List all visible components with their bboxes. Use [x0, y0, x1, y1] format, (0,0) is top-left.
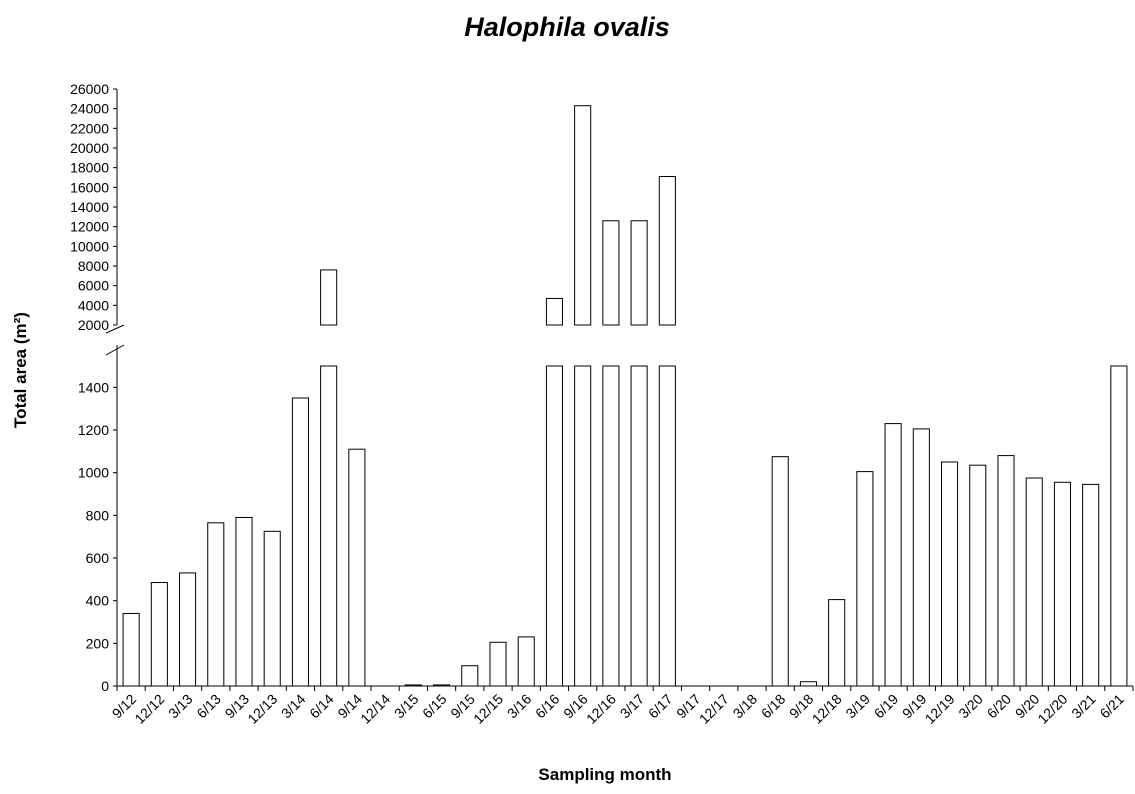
bar	[602, 365, 620, 687]
y-tick-label: 24000	[70, 101, 109, 117]
bar	[517, 636, 535, 687]
bar	[574, 105, 592, 326]
y-tick-label: 1200	[78, 422, 109, 438]
x-tick-label: 3/13	[165, 691, 196, 722]
bar	[997, 455, 1015, 687]
bar	[602, 220, 620, 326]
x-tick-label: 6/17	[645, 691, 676, 722]
y-tick-label: 1000	[78, 465, 109, 481]
y-tick-label: 14000	[70, 199, 109, 215]
bar	[179, 572, 197, 687]
bar	[630, 365, 648, 687]
x-tick-label: 3/19	[842, 691, 873, 722]
y-tick-label: 26000	[70, 81, 109, 97]
bar	[658, 365, 676, 687]
bar	[884, 423, 902, 687]
bar	[828, 599, 846, 687]
x-tick-label: 3/15	[391, 691, 422, 722]
bar	[150, 582, 168, 687]
bar	[630, 220, 648, 326]
y-tick-label: 600	[86, 550, 110, 566]
y-tick-label: 800	[86, 507, 110, 523]
bar	[941, 461, 959, 687]
x-tick-label: 12/17	[696, 691, 732, 727]
y-tick-label: 0	[101, 678, 109, 694]
y-tick-label: 8000	[78, 258, 109, 274]
bar	[856, 471, 874, 687]
y-tick-label: 12000	[70, 219, 109, 235]
y-axis-label: Total area (m²)	[11, 312, 30, 428]
x-tick-label: 6/15	[419, 691, 450, 722]
bar	[235, 516, 253, 687]
x-tick-label: 6/16	[532, 691, 563, 722]
y-tick-label: 20000	[70, 140, 109, 156]
bar	[1053, 481, 1071, 687]
bar	[263, 530, 281, 687]
x-tick-label: 6/13	[193, 691, 224, 722]
y-tick-label: 18000	[70, 160, 109, 176]
bar	[799, 681, 817, 687]
x-tick-label: 6/14	[306, 691, 337, 722]
x-tick-label: 3/17	[617, 691, 648, 722]
x-tick-label: 3/21	[1068, 691, 1099, 722]
chart-title: Halophila ovalis	[464, 12, 670, 42]
axis-break	[105, 344, 125, 356]
bar	[122, 612, 140, 687]
y-tick-label: 2000	[78, 317, 109, 333]
bar	[461, 665, 479, 687]
bar	[433, 684, 451, 687]
bar	[489, 641, 507, 687]
bar	[545, 297, 563, 326]
x-tick-label: 3/20	[955, 691, 986, 722]
y-tick-label: 200	[86, 635, 110, 651]
x-tick-label: 3/18	[730, 691, 761, 722]
y-tick-label: 1400	[78, 379, 109, 395]
y-tick-label: 16000	[70, 179, 109, 195]
bar	[291, 397, 309, 687]
y-tick-label: 6000	[78, 278, 109, 294]
x-tick-label: 12/13	[244, 691, 280, 727]
x-tick-label: 12/20	[1034, 691, 1070, 727]
bar	[545, 365, 563, 687]
x-tick-label: 12/19	[922, 691, 958, 727]
x-tick-label: 12/18	[809, 691, 845, 727]
y-tick-label: 400	[86, 593, 110, 609]
x-tick-label: 6/21	[1096, 691, 1127, 722]
x-tick-label: 3/16	[504, 691, 535, 722]
bar	[658, 176, 676, 326]
x-tick-label: 3/14	[278, 691, 309, 722]
bar	[771, 456, 789, 687]
bar	[574, 365, 592, 687]
x-tick-label: 6/18	[758, 691, 789, 722]
bar	[912, 428, 930, 687]
x-tick-label: 12/15	[470, 691, 506, 727]
bar	[969, 464, 987, 687]
x-tick-label: 12/16	[583, 691, 619, 727]
bar	[1082, 483, 1100, 687]
bar	[404, 684, 422, 687]
axis-break	[105, 324, 125, 334]
x-tick-label: 12/12	[131, 691, 167, 727]
y-tick-label: 4000	[78, 297, 109, 313]
bar	[320, 269, 338, 326]
x-tick-label: 12/14	[357, 691, 393, 727]
x-tick-label: 6/20	[984, 691, 1015, 722]
bar	[320, 365, 338, 687]
bar	[348, 448, 366, 687]
bar	[1025, 477, 1043, 687]
bar	[207, 522, 225, 687]
x-tick-label: 6/19	[871, 691, 902, 722]
bar	[1110, 365, 1128, 687]
y-tick-label: 10000	[70, 238, 109, 254]
x-axis-label: Sampling month	[538, 765, 671, 784]
y-tick-label: 22000	[70, 120, 109, 136]
